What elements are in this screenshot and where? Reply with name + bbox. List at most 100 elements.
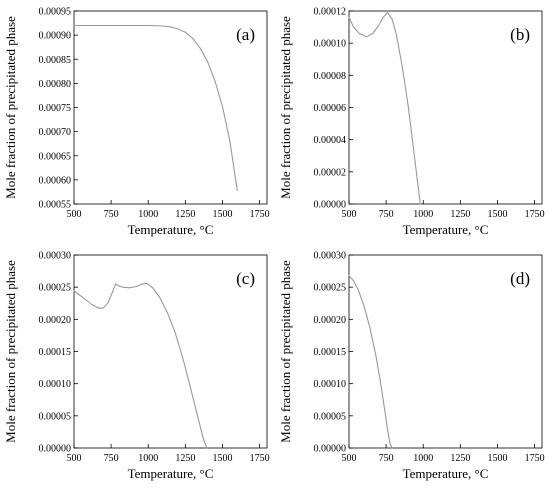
y-tick-label-d-6: 0.00030 — [314, 251, 347, 262]
data-point-a-0-4 — [169, 26, 172, 28]
data-point-a-0-12 — [229, 140, 231, 142]
y-tick-label-b-2: 0.00004 — [314, 135, 347, 146]
data-point-c-0-21 — [202, 437, 204, 439]
y-tick-label-d-0: 0.00000 — [314, 444, 347, 455]
data-point-a-0-11 — [221, 105, 224, 108]
chart-panel-d: 500 750 1000 1250 1500 1750 0.00000 0.00005 0.00… — [275, 244, 550, 488]
data-point-d-0-2 — [357, 288, 359, 290]
chart-panel-c: 500 750 1000 1250 1500 1750 0.00000 0.00005 0.00… — [0, 244, 275, 488]
data-point-b-0-2 — [358, 32, 360, 35]
data-point-b-0-8 — [391, 18, 393, 20]
chart-svg-d: 500 750 1000 1250 1500 1750 0.00000 0.00005 0.00… — [278, 251, 545, 482]
data-point-b-0-0 — [348, 16, 350, 18]
data-point-a-0-5 — [177, 28, 179, 30]
x-tick-label-b-4: 1500 — [487, 209, 507, 220]
data-point-a-0-2 — [147, 24, 149, 27]
data-point-b-0-10 — [401, 66, 403, 68]
chart-svg-c: 500 750 1000 1250 1500 1750 0.00000 0.00005 0.00… — [3, 251, 270, 482]
x-tick-label-d-0: 500 — [342, 453, 357, 464]
data-point-d-0-8 — [387, 429, 389, 431]
data-point-a-0-8 — [199, 47, 201, 49]
data-point-d-0-4 — [369, 326, 371, 328]
data-point-b-0-7 — [387, 12, 389, 14]
y-tick-label-a-7: 0.00090 — [39, 31, 72, 42]
y-tick-label-b-0: 0.00000 — [314, 200, 347, 211]
data-point-c-0-14 — [152, 287, 154, 289]
data-point-a-0-7 — [192, 37, 194, 40]
data-point-c-0-20 — [196, 413, 198, 416]
x-axis-title-b: Temperature, °C — [403, 222, 489, 237]
x-tick-label-b-0: 500 — [342, 209, 357, 220]
data-point-d-0-0 — [348, 275, 350, 277]
x-tick-label-c-3: 1250 — [175, 453, 195, 464]
data-point-a-0-0 — [73, 24, 75, 27]
x-tick-label-b-3: 1250 — [450, 209, 470, 220]
data-point-b-0-9 — [395, 34, 398, 36]
y-tick-label-c-3: 0.00015 — [39, 347, 72, 358]
data-point-b-0-6 — [382, 16, 384, 18]
chart-panel-b: 500 750 1000 1250 1500 1750 0.00000 0.00002 0.00… — [275, 0, 550, 244]
data-point-d-0-3 — [363, 304, 365, 306]
data-point-c-0-11 — [135, 285, 137, 288]
x-tick-label-a-0: 500 — [67, 209, 82, 220]
data-point-a-0-9 — [207, 61, 209, 63]
data-point-c-0-15 — [159, 297, 161, 299]
data-point-c-0-17 — [174, 331, 176, 333]
y-tick-label-d-2: 0.00010 — [314, 379, 347, 390]
data-point-c-0-1 — [82, 296, 84, 299]
x-tick-label-b-5: 1750 — [525, 209, 545, 220]
series-line-a-0 — [73, 24, 238, 192]
y-tick-label-b-6: 0.00012 — [314, 7, 347, 18]
data-point-c-0-16 — [166, 312, 169, 314]
data-point-c-0-19 — [189, 384, 191, 386]
data-point-d-0-1 — [352, 280, 355, 282]
panel-label-a: (a) — [236, 25, 255, 44]
data-point-a-0-6 — [184, 31, 186, 33]
data-point-c-0-9 — [122, 286, 124, 288]
x-tick-label-d-2: 1000 — [413, 453, 433, 464]
x-tick-label-c-1: 750 — [104, 453, 119, 464]
data-point-a-0-1 — [117, 24, 120, 27]
x-tick-label-d-3: 1250 — [450, 453, 470, 464]
data-point-a-0-3 — [162, 25, 164, 27]
y-tick-label-c-5: 0.00025 — [39, 283, 72, 294]
y-tick-label-c-0: 0.00000 — [39, 444, 72, 455]
x-axis-title-d: Temperature, °C — [403, 466, 489, 481]
y-tick-label-d-3: 0.00015 — [314, 347, 347, 358]
data-point-b-0-4 — [372, 32, 374, 35]
data-point-c-0-13 — [146, 282, 148, 284]
data-point-b-0-5 — [378, 24, 380, 27]
y-tick-label-c-4: 0.00020 — [39, 315, 72, 326]
y-tick-label-a-6: 0.00085 — [39, 55, 72, 66]
data-point-b-0-1 — [352, 26, 355, 28]
chart-svg-b: 500 750 1000 1250 1500 1750 0.00000 0.00002 0.00… — [278, 7, 545, 238]
data-point-c-0-8 — [117, 285, 120, 287]
series-line-b-0 — [348, 12, 421, 205]
data-point-c-0-0 — [73, 290, 75, 292]
x-tick-label-d-1: 750 — [379, 453, 394, 464]
panel-label-d: (d) — [510, 269, 530, 288]
y-tick-label-b-1: 0.00002 — [314, 167, 347, 178]
chart-panel-a: 500 750 1000 1250 1500 1750 0.00055 0.00060 0.00… — [0, 0, 275, 244]
y-tick-label-a-1: 0.00060 — [39, 175, 72, 186]
y-axis-title-b: Mole fraction of precipitated phase — [278, 16, 293, 199]
x-axis-title-a: Temperature, °C — [128, 222, 214, 237]
x-tick-label-d-4: 1500 — [487, 453, 507, 464]
y-axis-title-a: Mole fraction of precipitated phase — [3, 16, 18, 199]
x-tick-label-a-2: 1000 — [138, 209, 158, 220]
data-point-b-0-11 — [407, 106, 409, 109]
x-tick-label-a-1: 750 — [104, 209, 119, 220]
y-tick-label-b-5: 0.00010 — [314, 39, 347, 50]
data-point-c-0-10 — [128, 287, 130, 289]
series-line-c-0 — [73, 282, 208, 449]
x-tick-label-c-4: 1500 — [212, 453, 232, 464]
x-tick-label-b-1: 750 — [379, 209, 394, 220]
data-point-d-0-7 — [384, 408, 386, 410]
y-tick-label-d-1: 0.00005 — [314, 411, 347, 422]
panel-label-b: (b) — [510, 25, 530, 44]
x-tick-label-a-3: 1250 — [175, 209, 195, 220]
data-point-b-0-14 — [419, 203, 421, 205]
y-tick-label-a-5: 0.00080 — [39, 79, 72, 90]
y-tick-label-a-4: 0.00075 — [39, 103, 72, 114]
x-tick-label-c-2: 1000 — [138, 453, 158, 464]
